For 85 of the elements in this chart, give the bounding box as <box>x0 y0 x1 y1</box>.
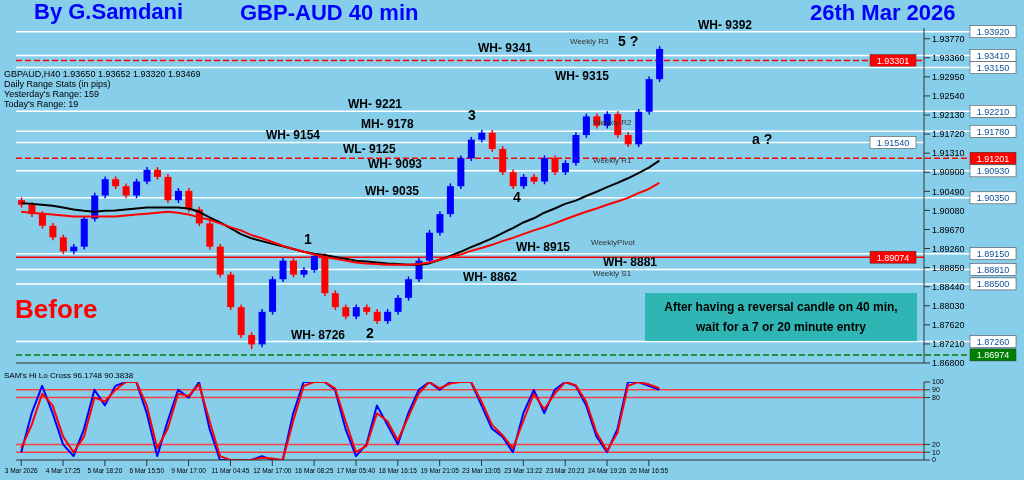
candlestick <box>436 210 444 237</box>
annotation: WH- 8881 <box>603 255 658 270</box>
candlestick <box>331 289 339 311</box>
annotation: Weekly R3 <box>570 37 609 47</box>
annotation: 5 ? <box>618 33 639 50</box>
annotation: Today's Range: 19 <box>4 99 79 110</box>
annotation: WH- 9315 <box>555 68 610 83</box>
y-tick-label: 1.92950 <box>932 72 965 83</box>
candlestick <box>509 168 517 190</box>
line-series <box>20 159 661 266</box>
annotation: WeeklyPivot <box>591 238 635 248</box>
y-tick-label: 1.90900 <box>932 167 965 178</box>
y-tick-label: 1.89670 <box>932 224 965 235</box>
chart-title: GBP-AUD 40 min <box>240 0 419 26</box>
annotation: WH- 9341 <box>478 41 533 56</box>
y-tick-label: 1.87620 <box>932 320 965 331</box>
ref-line-label: 1.88810 <box>976 264 1010 275</box>
y-tick-label: 1.91310 <box>932 148 965 159</box>
y-tick-label: 1.89260 <box>932 243 965 254</box>
annotation: Weekly S1 <box>593 269 632 280</box>
y-tick-label: 1.90080 <box>932 205 965 216</box>
ref-line-label: 1.93301 <box>876 56 910 67</box>
candlestick <box>206 219 214 251</box>
text: 26th Mar 2026 <box>810 0 956 26</box>
candlestick <box>467 136 475 162</box>
annotation: Before <box>15 294 98 324</box>
annotation: GBPAUD,H40 1.93650 1.93652 1.93320 1.93469 <box>4 69 201 80</box>
candlestick <box>582 112 590 139</box>
ref-line-label: 1.89150 <box>976 249 1010 260</box>
y-tick-label: 1.88030 <box>932 300 965 311</box>
y-tick-label: 1.88440 <box>932 281 965 292</box>
ref-line-label: 1.91201 <box>976 153 1010 164</box>
candlestick <box>394 294 402 316</box>
candlestick <box>101 175 109 200</box>
candlestick <box>59 233 67 255</box>
ref-line-label: 1.91540 <box>876 137 910 148</box>
annotation: 1 <box>304 231 312 248</box>
candlestick <box>405 275 413 302</box>
annotation: WH- 8726 <box>291 327 346 342</box>
annotation: 3 <box>468 107 476 124</box>
ref-line-label: 1.90930 <box>976 166 1010 177</box>
candlestick <box>541 154 549 186</box>
annotation: WH- 9093 <box>368 156 423 171</box>
ref-line-label: 1.88500 <box>976 279 1010 290</box>
ref-line-label: 1.93410 <box>976 50 1010 61</box>
y-tick-label: 1.86800 <box>932 358 965 369</box>
line-series <box>20 382 661 460</box>
y-tick-label: 1.92130 <box>932 110 965 121</box>
annotation: WH- 9221 <box>348 97 403 112</box>
annotation: Weekly R2 <box>593 118 632 129</box>
annotation: WH- 8862 <box>463 269 518 284</box>
ref-line-label: 1.89074 <box>876 252 910 263</box>
text: a ? <box>752 131 773 148</box>
candlestick <box>164 173 172 204</box>
y-tick-label: 1.91720 <box>932 129 965 140</box>
text-box: After having a reversal candle on 40 min, wait for a 7 or 20 minute entry <box>645 293 917 341</box>
annotation: Yesterday's Range: 159 <box>4 89 99 100</box>
y-tick-label: 1.87210 <box>932 339 965 350</box>
ref-line-label: 1.93920 <box>976 27 1010 38</box>
annotation: 2 <box>366 325 374 342</box>
ref-line-label: 1.91780 <box>976 126 1010 137</box>
y-tick-label: 1.88850 <box>932 262 965 273</box>
annotation: WH- 9035 <box>365 183 420 198</box>
candlestick <box>133 178 141 200</box>
y-tick-label: 1.92540 <box>932 91 965 102</box>
y-tick-label: 1.90490 <box>932 186 965 197</box>
annotation: WH- 9392 <box>698 17 753 32</box>
ref-line-label: 1.86974 <box>976 350 1010 361</box>
ref-line-label: 1.87260 <box>976 337 1010 348</box>
ref-line-label: 1.90350 <box>976 193 1010 204</box>
annotation: Daily Range Stats (in pips) <box>4 79 111 90</box>
candlestick <box>488 129 496 153</box>
annotation: WH- 9154 <box>266 128 321 143</box>
annotation: MH- 9178 <box>361 117 414 132</box>
annotation: WH- 8915 <box>516 239 571 254</box>
y-tick-label: 1.93360 <box>932 52 965 63</box>
y-tick-label: 1.93770 <box>932 33 965 44</box>
candlestick <box>279 257 287 283</box>
annotation: Weekly R1 <box>593 156 632 166</box>
chart-title: SAM's Hi Lo Cross 96.1748 90.3838 <box>4 371 134 380</box>
ref-line-label: 1.92210 <box>976 106 1010 117</box>
ref-line-label: 1.93150 <box>976 63 1010 74</box>
annotation: WL- 9125 <box>343 141 396 156</box>
text: By G.Samdani <box>34 0 184 25</box>
annotation: 4 <box>513 189 521 206</box>
